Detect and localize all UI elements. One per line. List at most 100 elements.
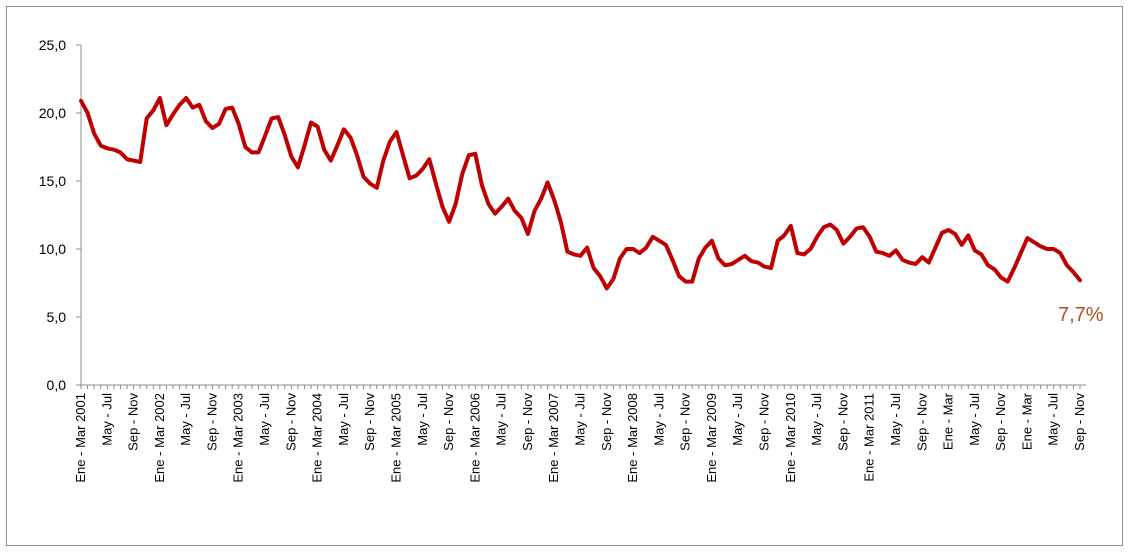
y-tick-label: 0,0 — [47, 377, 67, 393]
data-point — [408, 176, 412, 180]
data-point — [703, 246, 707, 250]
data-point — [1025, 236, 1029, 240]
data-point — [795, 251, 799, 255]
data-point — [855, 227, 859, 231]
x-tick-label: May - Jul — [494, 393, 509, 446]
data-point — [158, 96, 162, 100]
data-point — [1071, 270, 1075, 274]
x-tick-label: May - Jul — [651, 393, 666, 446]
x-tick-label: Sep - Nov — [678, 393, 693, 451]
axes — [76, 44, 1086, 389]
data-point — [1012, 266, 1016, 270]
data-point — [887, 254, 891, 258]
data-point — [309, 121, 313, 125]
data-point — [697, 257, 701, 261]
data-point — [151, 108, 155, 112]
data-point — [605, 286, 609, 290]
data-point — [112, 148, 116, 152]
data-point — [592, 266, 596, 270]
data-point — [401, 153, 405, 157]
data-point — [552, 198, 556, 202]
data-point — [940, 231, 944, 235]
x-tick-label: May - Jul — [178, 393, 193, 446]
data-point — [1078, 278, 1082, 282]
x-tick-label: Sep - Nov — [441, 393, 456, 451]
data-point — [789, 224, 793, 228]
data-point — [480, 183, 484, 187]
data-point — [927, 261, 931, 265]
data-point — [335, 144, 339, 148]
data-point — [585, 246, 589, 250]
data-point — [243, 145, 247, 149]
data-point — [460, 172, 464, 176]
x-tick-label: Sep - Nov — [283, 393, 298, 451]
data-point — [519, 216, 523, 220]
data-point — [532, 209, 536, 213]
data-point — [986, 263, 990, 267]
x-tick-label: May - Jul — [573, 393, 588, 446]
data-point — [618, 257, 622, 261]
data-point — [105, 146, 109, 150]
data-point — [237, 122, 241, 126]
data-point — [914, 262, 918, 266]
data-point — [835, 228, 839, 232]
data-point — [828, 223, 832, 227]
data-point — [638, 251, 642, 255]
data-point — [736, 258, 740, 262]
data-point — [1039, 244, 1043, 248]
x-tick-label: Ene - Mar 2002 — [152, 393, 167, 483]
data-point — [822, 225, 826, 229]
data-point — [743, 254, 747, 258]
data-point — [394, 130, 398, 134]
data-point — [500, 205, 504, 209]
data-point — [329, 159, 333, 163]
data-point — [250, 150, 254, 154]
y-tick-label: 15,0 — [39, 173, 66, 189]
data-point — [230, 106, 234, 110]
data-point — [546, 180, 550, 184]
x-tick-label: Ene - Mar 2006 — [467, 393, 482, 483]
data-point — [132, 159, 136, 163]
data-point — [467, 153, 471, 157]
data-point — [979, 252, 983, 256]
data-point — [506, 197, 510, 201]
data-point — [907, 261, 911, 265]
data-point — [375, 186, 379, 190]
data-point — [999, 276, 1003, 280]
data-point — [493, 212, 497, 216]
x-tick-label: May - Jul — [99, 393, 114, 446]
data-point — [348, 135, 352, 139]
data-point — [874, 250, 878, 254]
data-point — [809, 247, 813, 251]
data-point — [217, 122, 221, 126]
data-point — [355, 153, 359, 157]
data-point — [342, 127, 346, 131]
x-tick-label: May - Jul — [809, 393, 824, 446]
data-point — [440, 205, 444, 209]
data-point — [414, 174, 418, 178]
data-point — [841, 242, 845, 246]
y-tick-label: 20,0 — [39, 105, 66, 121]
data-point — [224, 107, 228, 111]
data-point — [769, 266, 773, 270]
data-point — [263, 134, 267, 138]
x-tick-label: Ene - Mar — [1019, 392, 1034, 450]
data-point — [283, 133, 287, 137]
data-point — [302, 144, 306, 148]
data-point — [960, 243, 964, 247]
data-point — [611, 277, 615, 281]
data-point — [486, 202, 490, 206]
data-point — [572, 252, 576, 256]
x-tick-label: Ene - Mar 2004 — [310, 393, 325, 483]
data-point — [749, 259, 753, 263]
chart-frame — [6, 6, 1123, 546]
data-point — [756, 261, 760, 265]
data-point — [966, 233, 970, 237]
data-point — [427, 157, 431, 161]
data-point — [598, 274, 602, 278]
data-point — [1045, 247, 1049, 251]
data-point — [316, 125, 320, 129]
data-point — [861, 225, 865, 229]
x-tick-label: May - Jul — [730, 393, 745, 446]
data-point — [447, 220, 451, 224]
